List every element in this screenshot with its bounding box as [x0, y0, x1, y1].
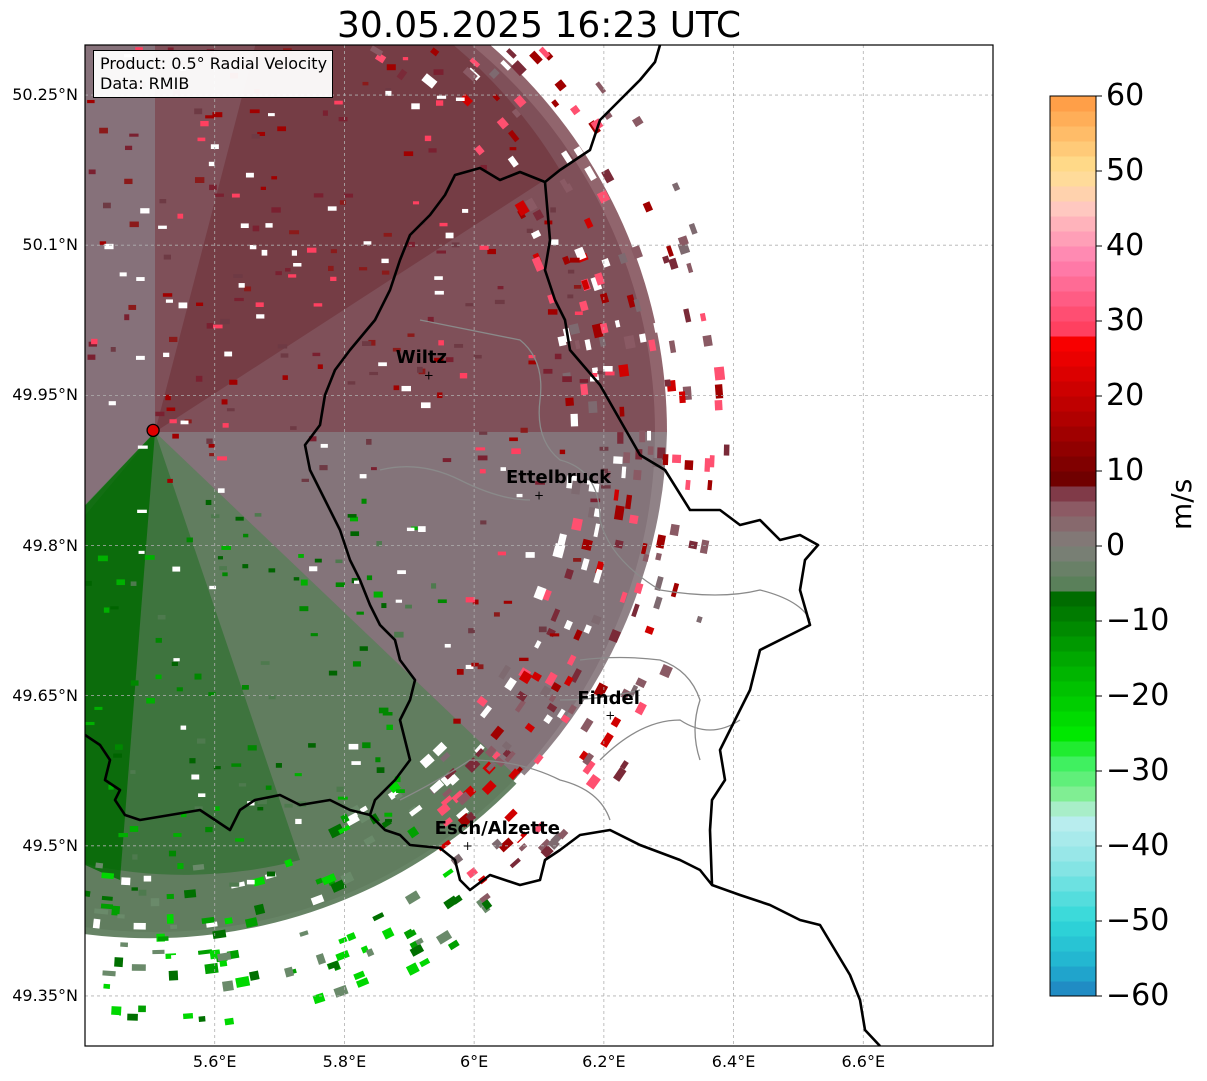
city-label: Wiltz: [395, 347, 448, 369]
colorbar-tick-label: 20: [1106, 378, 1145, 413]
colorbar-unit-label: m/s: [1165, 478, 1198, 530]
product-label: Product: 0.5° Radial Velocity: [100, 54, 328, 73]
colorbar-tick-label: 40: [1106, 228, 1145, 263]
colorbar-tick-label: 10: [1106, 453, 1145, 488]
lat-tick-label: 49.65°N: [12, 685, 78, 705]
colorbar-tick-label: 50: [1106, 153, 1145, 188]
country-borders: [85, 45, 881, 1046]
colorbar-tick-label: −60: [1106, 978, 1170, 1013]
map-frame: [84, 44, 994, 1047]
france-border: [85, 733, 371, 832]
city-marker: +: [605, 709, 615, 723]
germany-border-north: [544, 45, 662, 184]
luxembourg-border: [303, 166, 820, 892]
city-label: Findel: [577, 687, 640, 709]
data-source-label: Data: RMIB: [100, 74, 190, 93]
city-marker: +: [424, 368, 434, 382]
colorbar-tick-label: −50: [1106, 903, 1170, 938]
lon-tick-label: 6.2°E: [582, 1052, 626, 1071]
city-label: Esch/Alzette: [434, 817, 560, 839]
germany-border-south: [711, 883, 881, 1046]
radar-echo-field: [85, 45, 730, 1026]
city-label: Ettelbruck: [506, 467, 612, 489]
colorbar-tick-label: 0: [1106, 528, 1126, 563]
lat-tick-label: 49.35°N: [12, 985, 78, 1005]
colorbar-tick-label: 60: [1106, 78, 1145, 113]
lat-tick-label: 49.95°N: [12, 385, 78, 405]
city-markers: + + + +: [424, 368, 616, 852]
city-marker: +: [463, 839, 473, 853]
lat-tick-label: 49.5°N: [22, 835, 78, 855]
echo-speckle: [85, 45, 730, 1026]
lon-tick-label: 5.8°E: [322, 1052, 367, 1071]
colorbar-tick-label: 30: [1106, 303, 1145, 338]
canton-boundaries: [379, 319, 811, 821]
radar-site-marker: [146, 423, 160, 438]
inbound-core-sector: [85, 432, 155, 880]
lon-tick-label: 6°E: [459, 1052, 489, 1071]
product-info-box: Product: 0.5° Radial Velocity Data: RMIB: [93, 50, 334, 98]
colorbar-tick-label: −40: [1106, 828, 1170, 863]
map-title: 30.05.2025 16:23 UTC: [336, 5, 742, 46]
lat-tick-label: 50.25°N: [12, 85, 78, 105]
colorbar-tick-label: −30: [1106, 753, 1170, 788]
lat-tick-label: 49.8°N: [22, 535, 78, 555]
colorbar-tick-label: −20: [1106, 678, 1170, 713]
lon-tick-label: 6.6°E: [841, 1052, 886, 1071]
lon-tick-label: 5.6°E: [192, 1052, 237, 1071]
lon-tick-label: 6.4°E: [711, 1052, 756, 1071]
lat-tick-label: 50.1°N: [22, 235, 78, 255]
city-marker: +: [534, 488, 544, 502]
outbound-strong-sector: [155, 45, 560, 432]
colorbar-tick-label: −10: [1106, 603, 1170, 638]
